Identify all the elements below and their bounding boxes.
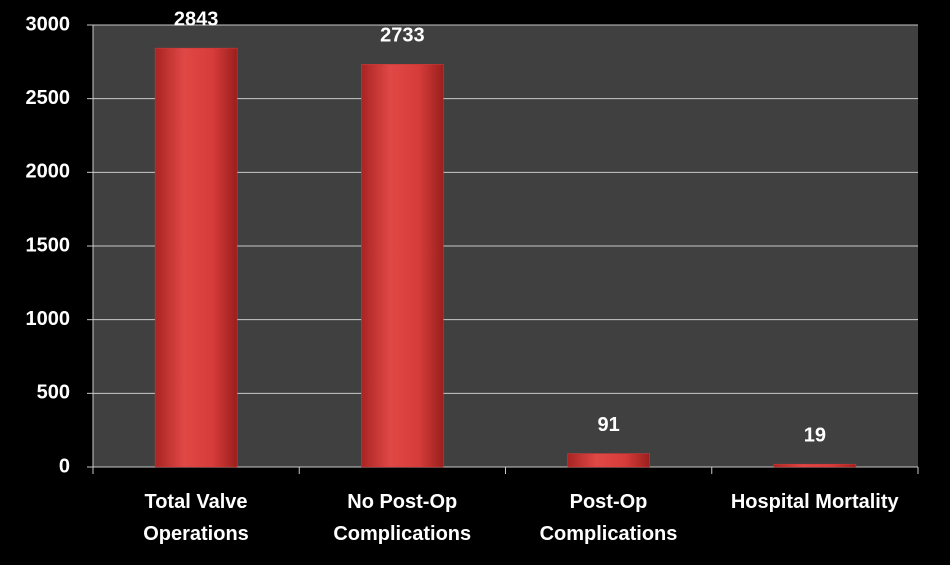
- y-tick-label: 2500: [26, 87, 71, 109]
- y-tick-label: 0: [59, 455, 70, 477]
- y-tick-label: 3000: [26, 13, 71, 35]
- y-tick-label: 1500: [26, 234, 71, 256]
- bar: [567, 453, 650, 468]
- y-tick-label: 500: [37, 382, 70, 404]
- bar: [361, 64, 444, 468]
- y-tick-label: 2000: [26, 161, 71, 183]
- x-tick-label: Hospital Mortality: [730, 491, 899, 513]
- x-tick-label: Total Valve Operations: [143, 491, 249, 545]
- y-tick-label: 1000: [26, 308, 71, 330]
- value-label: 91: [598, 414, 620, 436]
- x-tick-label: Post-Op Complications: [539, 491, 678, 545]
- bar: [154, 47, 238, 468]
- bar: [773, 463, 857, 468]
- value-label: 2733: [380, 25, 425, 47]
- value-label: 2843: [174, 8, 219, 30]
- x-tick-label: No Post-Op Complications: [333, 491, 472, 545]
- value-label: 19: [804, 424, 826, 446]
